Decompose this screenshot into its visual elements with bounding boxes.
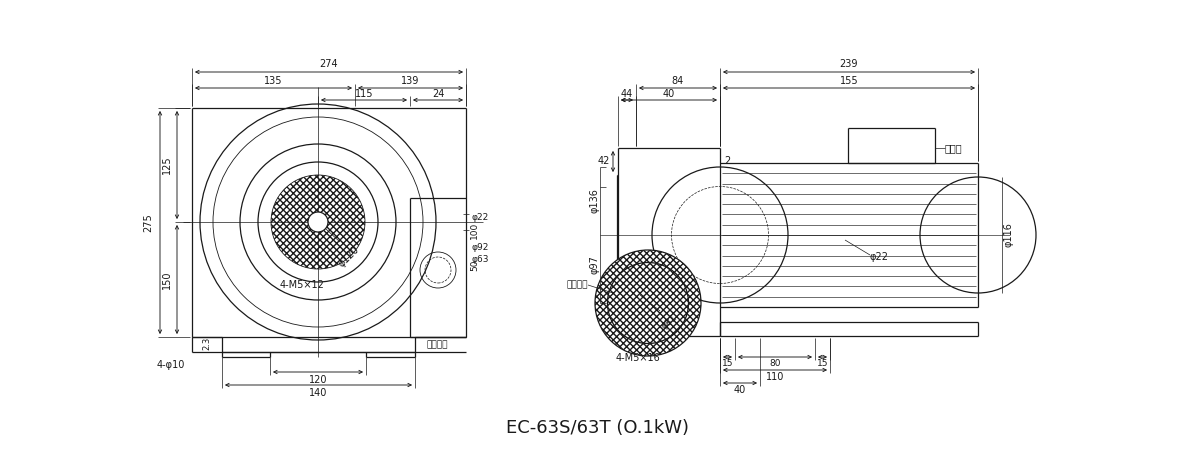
Text: φ63: φ63	[472, 256, 490, 265]
Text: 139: 139	[401, 76, 419, 86]
Text: 40: 40	[734, 385, 746, 395]
Text: φ97: φ97	[589, 256, 600, 274]
Text: 100: 100	[470, 221, 479, 239]
Text: 4-M5×16: 4-M5×16	[616, 353, 660, 363]
Text: 2.3: 2.3	[202, 337, 212, 350]
Text: 125: 125	[162, 156, 173, 174]
Text: 4-φ10: 4-φ10	[157, 360, 184, 370]
Circle shape	[595, 250, 701, 356]
Text: 50: 50	[470, 259, 479, 271]
Text: 274: 274	[320, 59, 338, 69]
Text: 42: 42	[598, 157, 610, 166]
Text: 239: 239	[840, 59, 858, 69]
Text: φ120: φ120	[335, 244, 361, 269]
Text: 端子箱: 端子箱	[945, 143, 963, 153]
Text: 110: 110	[766, 372, 785, 382]
Text: 40: 40	[662, 89, 676, 99]
Text: φ116: φ116	[1004, 223, 1014, 248]
Circle shape	[308, 212, 328, 232]
Text: 2: 2	[724, 157, 731, 166]
Text: 150: 150	[162, 270, 173, 289]
Text: 15: 15	[817, 360, 828, 369]
Text: φ22: φ22	[870, 252, 889, 262]
Text: φ81: φ81	[660, 313, 679, 331]
Text: 84: 84	[672, 76, 684, 86]
Text: 4-M5×12: 4-M5×12	[280, 280, 325, 290]
Text: 135: 135	[265, 76, 283, 86]
Circle shape	[271, 175, 365, 269]
Text: 24: 24	[431, 89, 444, 99]
Text: 115: 115	[355, 89, 374, 99]
Text: 15: 15	[721, 360, 733, 369]
Text: 140: 140	[309, 388, 328, 398]
Text: φ136: φ136	[589, 189, 600, 213]
Text: パッキン: パッキン	[426, 340, 448, 349]
Text: 80: 80	[769, 360, 781, 369]
Text: 155: 155	[840, 76, 858, 86]
Text: 275: 275	[143, 213, 153, 232]
Text: φ92: φ92	[472, 243, 489, 252]
Text: パッキン: パッキン	[567, 280, 588, 289]
Text: 44: 44	[621, 89, 633, 99]
Text: 120: 120	[309, 375, 327, 385]
Text: φ22: φ22	[471, 212, 489, 221]
Text: EC-63S/63T (O.1kW): EC-63S/63T (O.1kW)	[507, 419, 690, 437]
